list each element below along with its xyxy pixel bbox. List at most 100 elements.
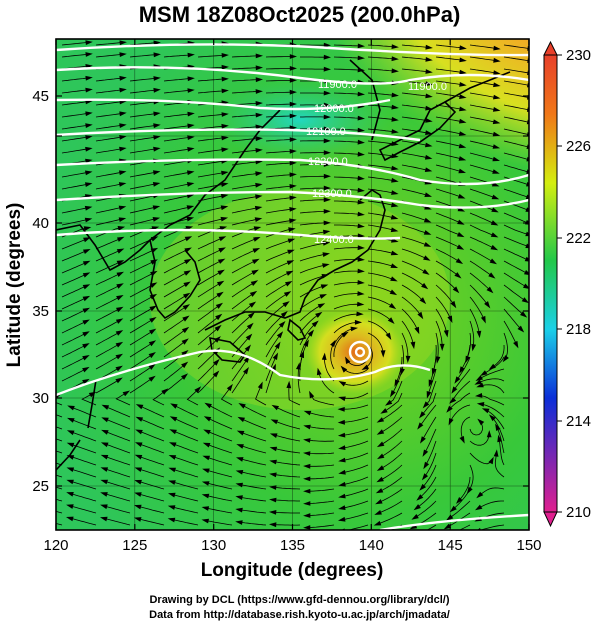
streamline	[61, 261, 87, 274]
streamline-arrow	[425, 81, 433, 87]
streamline-arrow	[296, 362, 301, 370]
streamline-arrow	[390, 214, 399, 220]
streamline	[61, 183, 89, 190]
streamline	[231, 55, 260, 58]
streamline-arrow	[221, 123, 229, 129]
streamline	[503, 176, 529, 186]
streamline	[129, 218, 157, 226]
streamline-arrow	[435, 356, 441, 364]
streamline	[469, 224, 495, 237]
streamline	[172, 456, 199, 466]
streamline-arrow	[169, 416, 178, 422]
streamline-arrow	[391, 116, 399, 122]
streamline-arrow	[85, 146, 93, 152]
streamline	[367, 140, 395, 145]
streamline	[95, 296, 121, 310]
streamline	[306, 452, 335, 455]
streamline	[70, 419, 97, 430]
streamline	[231, 218, 259, 226]
colorbar-tick-label: 222	[566, 230, 591, 247]
streamline-arrow	[459, 57, 467, 63]
streamline	[265, 220, 293, 226]
streamline-arrow	[337, 419, 345, 425]
streamline	[163, 227, 190, 238]
streamline	[367, 128, 395, 133]
streamline	[70, 431, 97, 442]
streamline	[61, 124, 89, 130]
streamline	[421, 464, 437, 489]
streamline-arrow	[221, 135, 229, 141]
streamline	[61, 344, 87, 358]
streamline-arrow	[181, 326, 190, 334]
streamline-arrow	[183, 292, 191, 299]
streamline-arrow	[289, 160, 297, 166]
streamline	[61, 320, 87, 334]
streamline	[163, 260, 189, 274]
streamline	[103, 517, 131, 526]
streamline	[299, 164, 327, 166]
streamline	[139, 405, 165, 418]
streamline	[95, 343, 120, 358]
colorbar-tick-label: 230	[566, 47, 591, 64]
streamline-arrow	[257, 381, 263, 390]
streamline-arrow	[153, 52, 161, 58]
streamline-arrow	[135, 429, 143, 435]
streamline	[231, 249, 257, 262]
streamline-arrow	[419, 297, 427, 305]
y-tick-label: 25	[32, 478, 49, 495]
streamline	[56, 438, 63, 442]
contour-label: 12200.0	[308, 156, 348, 168]
streamline	[401, 152, 429, 159]
streamline-arrow	[459, 82, 467, 87]
streamline-arrow	[116, 271, 124, 277]
streamline-arrow	[100, 479, 108, 485]
streamline-arrow	[118, 205, 127, 211]
streamline	[70, 468, 97, 478]
streamline	[342, 464, 369, 474]
streamline-arrow	[322, 263, 330, 268]
streamline	[61, 356, 87, 370]
streamline	[129, 136, 157, 142]
streamline	[503, 44, 529, 49]
streamline-arrow	[341, 331, 349, 338]
streamline	[163, 237, 189, 250]
streamline	[95, 148, 123, 154]
streamline	[469, 164, 497, 173]
streamline	[503, 200, 529, 211]
streamline	[435, 188, 462, 198]
streamline-arrow	[493, 449, 499, 457]
streamline	[388, 380, 403, 404]
streamline-arrow	[458, 131, 467, 136]
streamline-arrow	[153, 123, 161, 129]
streamline-arrow	[250, 280, 259, 286]
streamline-arrow	[85, 87, 93, 93]
streamline	[469, 188, 496, 199]
streamline-arrow	[527, 82, 529, 88]
streamline-arrow	[269, 472, 277, 478]
x-tick-label: 150	[516, 537, 541, 554]
streamline	[61, 148, 89, 154]
streamline-arrow	[493, 70, 501, 75]
streamline	[367, 56, 395, 60]
streamline	[341, 440, 369, 449]
streamline	[401, 332, 409, 359]
streamline	[163, 248, 189, 262]
streamline-arrow	[217, 269, 225, 276]
streamline-arrow	[82, 272, 91, 278]
streamline-arrow	[181, 373, 188, 380]
streamline	[163, 271, 188, 286]
streamline-arrow	[274, 341, 281, 349]
streamline-arrow	[322, 252, 330, 257]
streamline-arrow	[451, 386, 458, 394]
streamline-arrow	[303, 476, 311, 482]
streamline	[265, 56, 293, 58]
streamline	[401, 320, 414, 346]
streamline-arrow	[375, 488, 384, 494]
streamline	[299, 304, 322, 322]
streamline-arrow	[357, 301, 365, 307]
streamline-arrow	[490, 232, 499, 238]
streamline-arrow	[338, 396, 346, 402]
streamline-arrow	[134, 454, 143, 460]
streamline	[138, 443, 165, 454]
streamline-arrow	[390, 390, 396, 398]
